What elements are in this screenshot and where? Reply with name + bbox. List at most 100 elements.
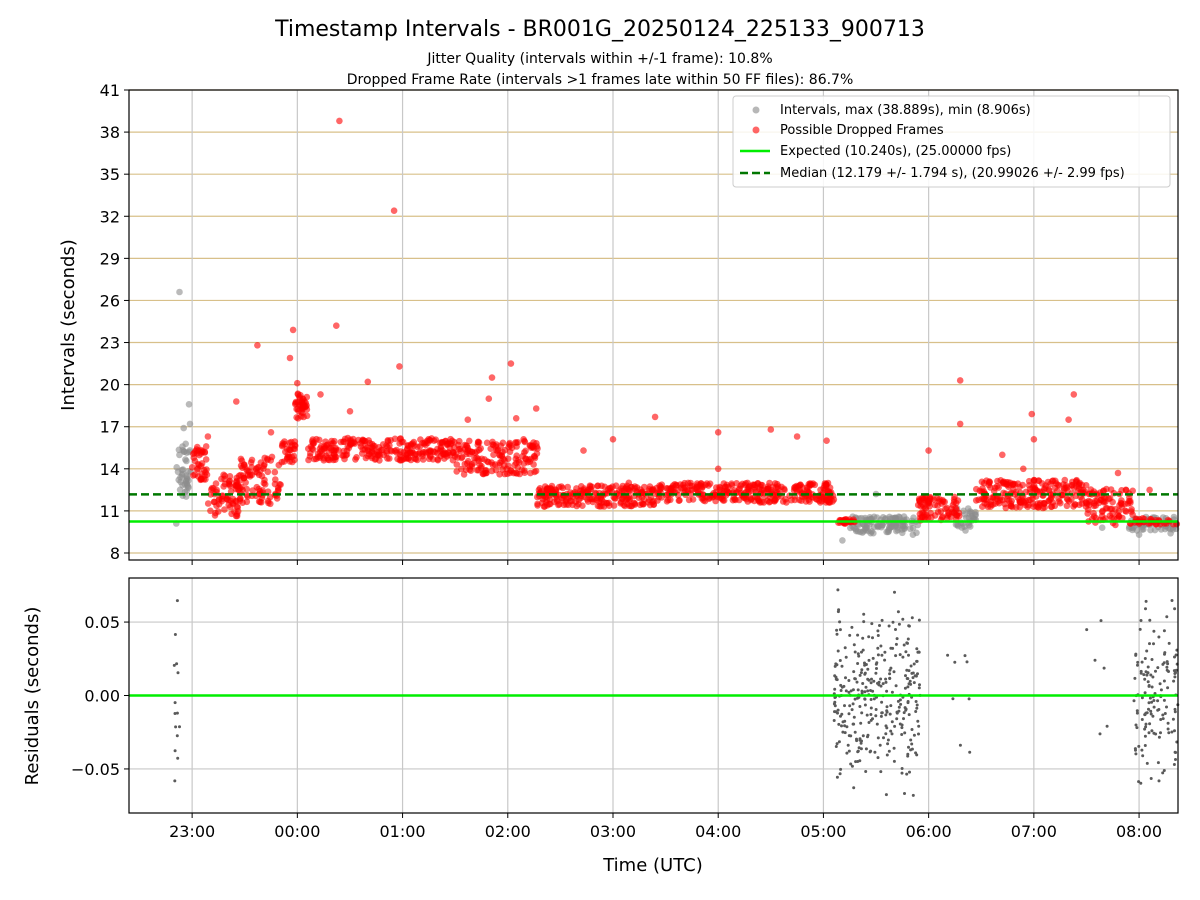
dropped-frame-point xyxy=(1057,499,1064,507)
dropped-frame-point xyxy=(730,494,738,501)
dropped-frame-point xyxy=(307,450,314,457)
residual-point xyxy=(1143,677,1147,681)
residual-point xyxy=(1151,675,1155,679)
residual-point xyxy=(837,722,841,726)
dropped-frame-point xyxy=(397,448,405,455)
dropped-frame-point xyxy=(267,429,275,436)
residual-point xyxy=(904,707,908,711)
residual-point xyxy=(888,677,892,680)
dropped-frame-point xyxy=(1099,507,1106,515)
residual-point xyxy=(917,618,921,622)
dropped-frame-point xyxy=(294,379,301,387)
dropped-frame-point xyxy=(1019,481,1026,489)
dropped-frame-point xyxy=(422,448,429,456)
bottom-y-tick-label: 0.00 xyxy=(84,687,120,706)
residual-point xyxy=(866,667,870,671)
residual-point xyxy=(1132,699,1136,703)
residual-point xyxy=(840,724,843,728)
residual-point xyxy=(965,660,969,664)
residual-point xyxy=(860,691,864,695)
interval-point xyxy=(1147,526,1154,534)
dropped-frame-point xyxy=(626,487,634,495)
residual-point xyxy=(860,650,863,654)
residual-point xyxy=(1143,657,1147,660)
residual-point xyxy=(833,710,836,714)
residual-point xyxy=(869,689,872,692)
residual-point xyxy=(912,662,916,666)
residual-point xyxy=(858,673,862,677)
dropped-frame-point xyxy=(245,468,253,475)
residual-point xyxy=(847,679,851,682)
residual-point xyxy=(873,750,877,754)
dropped-frame-point xyxy=(452,451,460,458)
dropped-frame-point xyxy=(751,486,758,494)
residual-point xyxy=(910,616,914,620)
top-y-tick-label: 41 xyxy=(100,81,120,100)
dropped-frame-point xyxy=(241,463,248,471)
dropped-frame-point xyxy=(924,498,932,506)
residual-point xyxy=(173,701,177,705)
residual-point xyxy=(909,682,913,686)
residual-point xyxy=(840,712,844,716)
residual-point xyxy=(1152,699,1156,702)
residual-point xyxy=(1148,696,1152,700)
dropped-frame-point xyxy=(1002,504,1010,512)
dropped-frame-point xyxy=(1042,482,1049,489)
residual-point xyxy=(1157,735,1161,739)
dropped-frame-point xyxy=(399,438,407,446)
dropped-frame-point xyxy=(774,483,782,490)
residual-point xyxy=(1170,730,1174,734)
residual-point xyxy=(874,714,878,718)
dropped-frame-point xyxy=(1107,486,1115,493)
dropped-frame-point xyxy=(504,470,511,478)
residual-point xyxy=(1167,731,1171,735)
residual-point xyxy=(1156,708,1160,712)
dropped-frame-point xyxy=(979,503,986,511)
dropped-frame-point xyxy=(253,483,261,491)
residual-point xyxy=(1147,731,1151,735)
interval-point xyxy=(185,401,193,408)
dropped-frame-point xyxy=(1034,504,1042,511)
residual-point xyxy=(915,647,919,651)
residual-point xyxy=(898,698,902,702)
dropped-frame-point xyxy=(204,500,212,507)
residual-point xyxy=(916,650,920,654)
residual-point xyxy=(869,698,873,701)
dropped-frame-point xyxy=(456,437,463,445)
dropped-frame-point xyxy=(987,498,995,505)
residual-point xyxy=(862,620,866,624)
residual-point xyxy=(967,697,971,701)
dropped-frame-point xyxy=(522,455,529,462)
dropped-frame-point xyxy=(548,482,556,490)
dropped-frame-point xyxy=(512,415,520,422)
residual-point xyxy=(906,637,910,641)
residual-point xyxy=(904,674,907,678)
dropped-frame-point xyxy=(820,484,827,492)
residual-point xyxy=(1167,641,1171,645)
residual-point xyxy=(836,708,840,712)
dropped-frame-point xyxy=(532,467,540,475)
interval-point xyxy=(899,522,907,530)
legend-label-expected: Expected (10.240s), (25.00000 fps) xyxy=(780,144,1011,159)
residual-point xyxy=(900,726,904,730)
dropped-frame-point xyxy=(294,415,302,422)
dropped-frame-point xyxy=(939,498,947,505)
residual-point xyxy=(907,713,911,717)
residual-point xyxy=(1173,675,1177,679)
residual-point xyxy=(1165,665,1169,669)
dropped-frame-point xyxy=(234,504,241,511)
residual-point xyxy=(876,634,880,637)
dropped-frame-point xyxy=(333,322,340,330)
dropped-frame-point xyxy=(346,408,354,415)
dropped-frame-point xyxy=(271,468,279,476)
residual-point xyxy=(1152,629,1156,633)
dropped-frame-point xyxy=(283,455,291,463)
dropped-frame-point xyxy=(414,456,421,464)
dropped-frame-point xyxy=(758,498,765,506)
dropped-frame-point xyxy=(421,439,429,446)
residual-point xyxy=(880,653,884,657)
dropped-frame-point xyxy=(221,475,228,483)
dropped-frame-point xyxy=(200,466,208,474)
dropped-frame-point xyxy=(639,500,647,508)
residual-point xyxy=(848,633,852,637)
